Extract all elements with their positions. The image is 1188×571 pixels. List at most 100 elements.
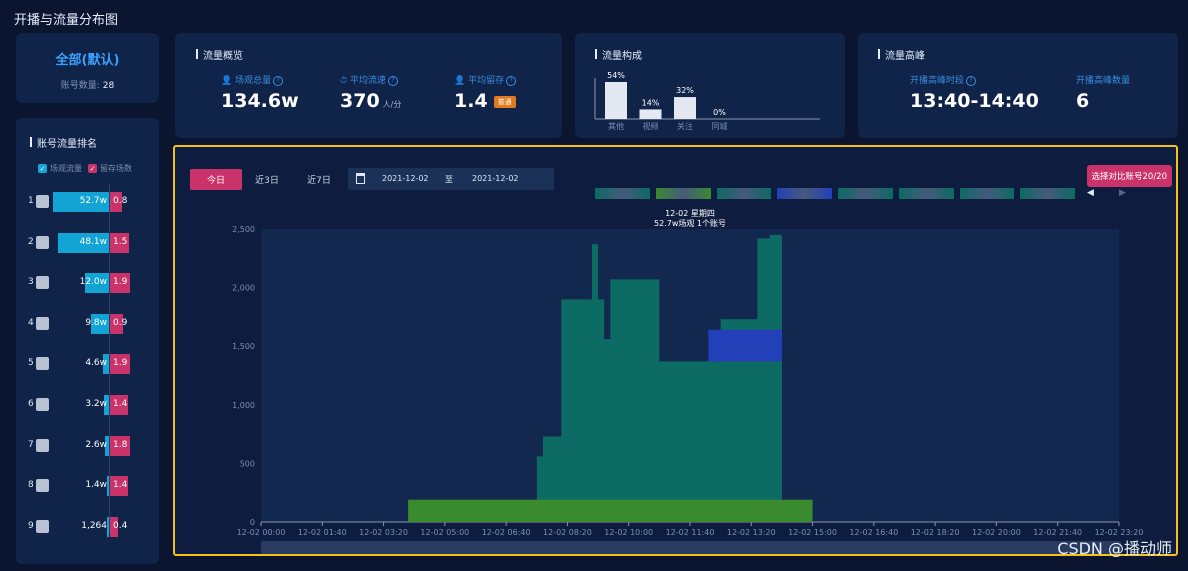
- retention-bar: [110, 476, 128, 497]
- avatar: [36, 398, 49, 411]
- x-tick-label: 12-02 11:40: [666, 528, 715, 537]
- views-value: 3.2w: [85, 399, 107, 409]
- overview-card: 流量概览 👤 场观总量? 134.6w ⏱ 平均流速? 370 人/分 👤 平均留…: [175, 33, 562, 138]
- level-badge: 普通: [493, 95, 516, 108]
- metric-total-views: 👤 场观总量? 134.6w: [221, 73, 299, 112]
- legend-views[interactable]: ✓ 场观流量: [38, 163, 82, 174]
- date-range-picker[interactable]: 2021-12-02 至 2021-12-02: [348, 168, 554, 190]
- help-icon[interactable]: ?: [506, 75, 517, 86]
- x-tick-label: 12-02 05:00: [420, 528, 469, 537]
- ranking-row[interactable]: 8 1.4w 1.4: [16, 476, 159, 497]
- overview-title: 流量概览: [196, 47, 243, 62]
- legend-swatch[interactable]: [959, 188, 1015, 199]
- views-bar: [102, 354, 109, 375]
- ranking-row[interactable]: 4 9.8w 0.9: [16, 313, 159, 334]
- views-value: 4.6w: [85, 358, 107, 369]
- today-button[interactable]: 今日: [190, 169, 242, 190]
- avatar: [36, 357, 49, 371]
- help-icon[interactable]: ?: [966, 75, 977, 86]
- metric-avg-flow: ⏱ 平均流速? 370 人/分: [340, 73, 401, 112]
- metric-peak-period: 开播高峰时段? 13:40-14:40: [910, 73, 1039, 112]
- last-3-days-button[interactable]: 近3日: [247, 169, 287, 190]
- y-tick-label: 1,000: [232, 401, 255, 410]
- metric-label: 平均流速: [349, 76, 386, 86]
- rank-number: 3: [28, 277, 34, 288]
- composition-label: 关注: [677, 121, 693, 131]
- metric-label: 场观总量: [235, 76, 272, 86]
- legend-prev-icon[interactable]: ◀: [1087, 188, 1094, 198]
- x-tick-label: 12-02 21:40: [1033, 528, 1082, 537]
- legend-swatch[interactable]: [1020, 188, 1075, 199]
- views-value: 12.0w: [79, 277, 107, 288]
- retention-bar: [110, 273, 130, 294]
- retention-value: 0.9: [113, 317, 128, 328]
- ranking-row[interactable]: 7 2.6w 1.8: [16, 435, 159, 456]
- account-selector[interactable]: 全部(默认) 账号数量: 28: [16, 33, 159, 103]
- x-tick-label: 12-02 15:00: [788, 528, 837, 537]
- x-tick-label: 12-02 03:20: [359, 528, 408, 537]
- avatar: [36, 316, 49, 330]
- views-value: 2.6w: [85, 439, 107, 450]
- composition-card: 流量构成 54% 其他 14% 视频 32% 关注 0% 同城: [575, 33, 845, 138]
- last-7-days-button[interactable]: 近7日: [299, 169, 339, 190]
- views-value: 52.7w: [79, 196, 107, 206]
- retention-value: 1.9: [113, 358, 128, 369]
- composition-label: 其他: [608, 121, 624, 131]
- legend-swatch[interactable]: [838, 188, 893, 199]
- avatar: [36, 195, 49, 208]
- legend-retention[interactable]: ✓ 留存场数: [88, 163, 132, 174]
- series-legend[interactable]: [593, 188, 1079, 199]
- retention-bar: [110, 313, 123, 334]
- metric-value: 6: [1076, 90, 1090, 112]
- teal-series-area: [536, 234, 782, 523]
- y-tick-label: 500: [240, 459, 255, 468]
- retention-value: 1.5: [113, 236, 128, 247]
- ranking-title: 账号流量排名: [30, 135, 97, 150]
- views-value: 1.4w: [85, 480, 107, 491]
- composition-percent: 0%: [713, 108, 726, 117]
- ranking-row[interactable]: 5 4.6w 1.9: [16, 354, 159, 375]
- x-tick-label: 12-02 10:00: [604, 528, 653, 537]
- rank-number: 1: [28, 196, 34, 206]
- views-bar: [103, 395, 109, 415]
- retention-value: 0.8: [113, 196, 128, 206]
- metric-peak-count: 开播高峰数量 6: [1076, 73, 1130, 112]
- help-icon[interactable]: ?: [387, 75, 398, 86]
- legend-next-icon[interactable]: ▶: [1119, 188, 1126, 198]
- retention-value: 1.4: [113, 480, 128, 491]
- tooltip-date: 12-02 星期四: [665, 209, 715, 218]
- x-tick-label: 12-02 16:40: [849, 528, 898, 537]
- compare-accounts-button[interactable]: 选择对比账号20/20: [1086, 165, 1172, 187]
- ranking-row[interactable]: 1 52.7w 0.8: [16, 192, 159, 212]
- composition-percent: 54%: [607, 71, 625, 80]
- metric-label: 平均留存: [468, 76, 505, 86]
- ranking-row[interactable]: 2 48.1w 1.5: [16, 232, 159, 253]
- x-tick-label: 12-02 01:40: [298, 528, 347, 537]
- x-tick-label: 12-02 06:40: [482, 528, 531, 537]
- retention-value: 1.9: [113, 277, 128, 288]
- chart-zoom-slider[interactable]: [261, 541, 1121, 554]
- rank-number: 8: [28, 480, 34, 491]
- ranking-legend: ✓ 场观流量 ✓ 留存场数: [38, 163, 132, 174]
- legend-swatch[interactable]: [595, 188, 650, 199]
- views-value: 48.1w: [79, 236, 107, 247]
- rank-number: 6: [28, 399, 34, 409]
- legend-swatch[interactable]: [898, 188, 954, 199]
- help-icon[interactable]: ?: [273, 75, 284, 86]
- legend-swatch[interactable]: [655, 188, 711, 199]
- legend-swatch[interactable]: [777, 188, 832, 199]
- composition-label: 视频: [643, 121, 659, 131]
- legend-swatch[interactable]: [716, 188, 772, 199]
- metric-value: 370: [340, 90, 380, 112]
- retention-bar: [110, 354, 130, 375]
- composition-bar: [639, 109, 662, 119]
- ranking-row[interactable]: 9 1,264 0.4: [16, 516, 159, 537]
- metric-value: 134.6w: [221, 90, 299, 112]
- y-tick-label: 2,000: [232, 284, 255, 293]
- ranking-row[interactable]: 3 12.0w 1.9: [16, 273, 159, 294]
- y-tick-label: 1,500: [232, 342, 255, 351]
- peak-title: 流量高峰: [878, 47, 925, 62]
- retention-bar: [110, 516, 118, 537]
- ranking-row[interactable]: 6 3.2w 1.4: [16, 395, 159, 415]
- rank-number: 9: [28, 520, 34, 531]
